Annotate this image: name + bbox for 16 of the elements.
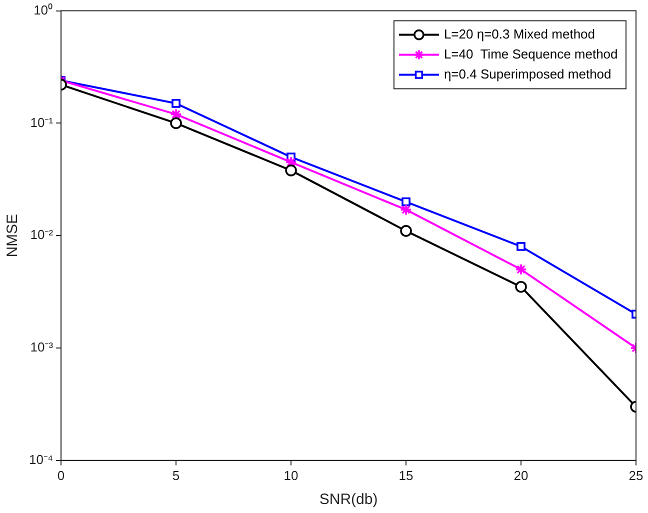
y-tick-label: 10⁻¹ — [30, 114, 54, 130]
x-tick-label: 10 — [284, 468, 298, 483]
y-axis-title: NMSE — [4, 214, 22, 258]
legend-label: η=0.4 Superimposed method — [444, 66, 612, 82]
x-tick-label: 5 — [172, 468, 180, 483]
y-tick-label: 10⁻³ — [30, 340, 54, 355]
x-tick-label: 25 — [628, 468, 644, 483]
y-tick-label: 10⁰ — [34, 2, 54, 18]
x-axis-title: SNR(db) — [319, 491, 378, 508]
legend-label: L=20 η=0.3 Mixed method — [444, 26, 596, 42]
y-tick-label: 10⁻⁴ — [29, 452, 54, 467]
x-tick-label: 15 — [398, 468, 414, 483]
x-tick-label: 20 — [514, 468, 528, 483]
legend-label: L=40 Time Sequence method — [444, 46, 618, 62]
y-tick-label: 10⁻² — [30, 227, 54, 242]
x-tick-label: 0 — [57, 468, 65, 483]
